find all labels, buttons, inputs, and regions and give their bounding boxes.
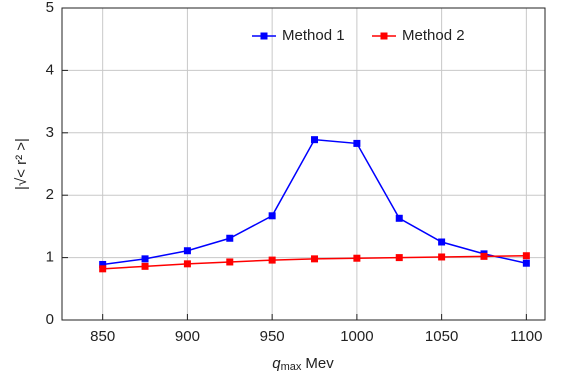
x-tick-label: 900 bbox=[175, 328, 200, 345]
point bbox=[183, 260, 191, 268]
x-tick-label: 1000 bbox=[340, 328, 373, 345]
y-axis-label: |√< r² >| bbox=[13, 138, 30, 190]
point bbox=[183, 247, 191, 255]
legend-label: Method 2 bbox=[402, 27, 465, 44]
x-tick-label: 950 bbox=[260, 328, 285, 345]
point bbox=[226, 234, 234, 242]
point bbox=[141, 255, 149, 263]
point bbox=[353, 139, 361, 147]
y-tick-label: 4 bbox=[46, 61, 54, 78]
y-tick-label: 3 bbox=[46, 124, 54, 141]
y-tick-label: 5 bbox=[46, 0, 54, 16]
point bbox=[141, 262, 149, 270]
x-label-subscript: max bbox=[281, 361, 302, 373]
y-tick-label: 1 bbox=[46, 249, 54, 266]
point bbox=[268, 256, 276, 264]
point bbox=[438, 238, 446, 246]
point bbox=[268, 212, 276, 220]
point bbox=[99, 260, 107, 268]
x-label-unit: Mev bbox=[305, 355, 334, 372]
point bbox=[395, 214, 403, 222]
y-tick-label: 0 bbox=[46, 311, 54, 328]
x-tick-label: 1100 bbox=[510, 328, 542, 345]
legend-label: Method 1 bbox=[282, 27, 345, 44]
point bbox=[480, 252, 488, 260]
x-tick-label: 1050 bbox=[425, 328, 458, 345]
point bbox=[99, 265, 107, 273]
point bbox=[311, 136, 319, 144]
legend-marker bbox=[260, 32, 268, 40]
x-label-symbol: q bbox=[272, 355, 281, 372]
y-tick-label: 2 bbox=[46, 186, 54, 203]
plot-frame bbox=[61, 7, 546, 321]
x-axis-label: qmax Mev bbox=[272, 355, 334, 373]
legend-marker bbox=[380, 32, 388, 40]
point bbox=[311, 255, 319, 263]
point bbox=[395, 254, 403, 262]
point bbox=[353, 254, 361, 262]
x-tick-label: 850 bbox=[90, 328, 115, 345]
point bbox=[522, 259, 530, 267]
series-line bbox=[102, 138, 527, 266]
point bbox=[438, 253, 446, 261]
point bbox=[226, 258, 234, 266]
point bbox=[522, 252, 530, 260]
